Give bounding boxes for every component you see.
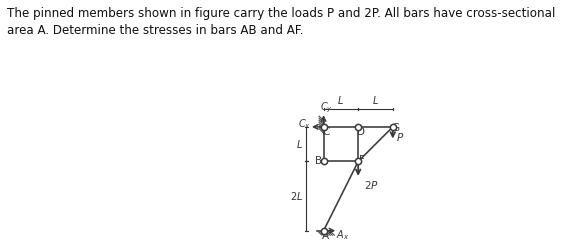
Text: B: B <box>315 156 322 166</box>
Text: F: F <box>359 155 364 165</box>
Text: $2L$: $2L$ <box>290 190 303 202</box>
Text: $L$: $L$ <box>372 94 379 106</box>
Text: $P$: $P$ <box>395 131 404 143</box>
Text: $L$: $L$ <box>337 94 344 106</box>
Text: $C_x$: $C_x$ <box>298 117 311 131</box>
Text: D: D <box>356 127 364 137</box>
Text: $A_x$: $A_x$ <box>336 228 350 242</box>
Text: G: G <box>392 123 400 133</box>
Text: The pinned members shown in figure carry the loads P and 2P. All bars have cross: The pinned members shown in figure carry… <box>7 7 555 37</box>
Text: C: C <box>322 127 329 137</box>
Text: $L$: $L$ <box>296 138 303 150</box>
Text: A: A <box>322 231 329 241</box>
Text: $C_y$: $C_y$ <box>320 101 333 115</box>
Text: $2P$: $2P$ <box>364 180 379 191</box>
